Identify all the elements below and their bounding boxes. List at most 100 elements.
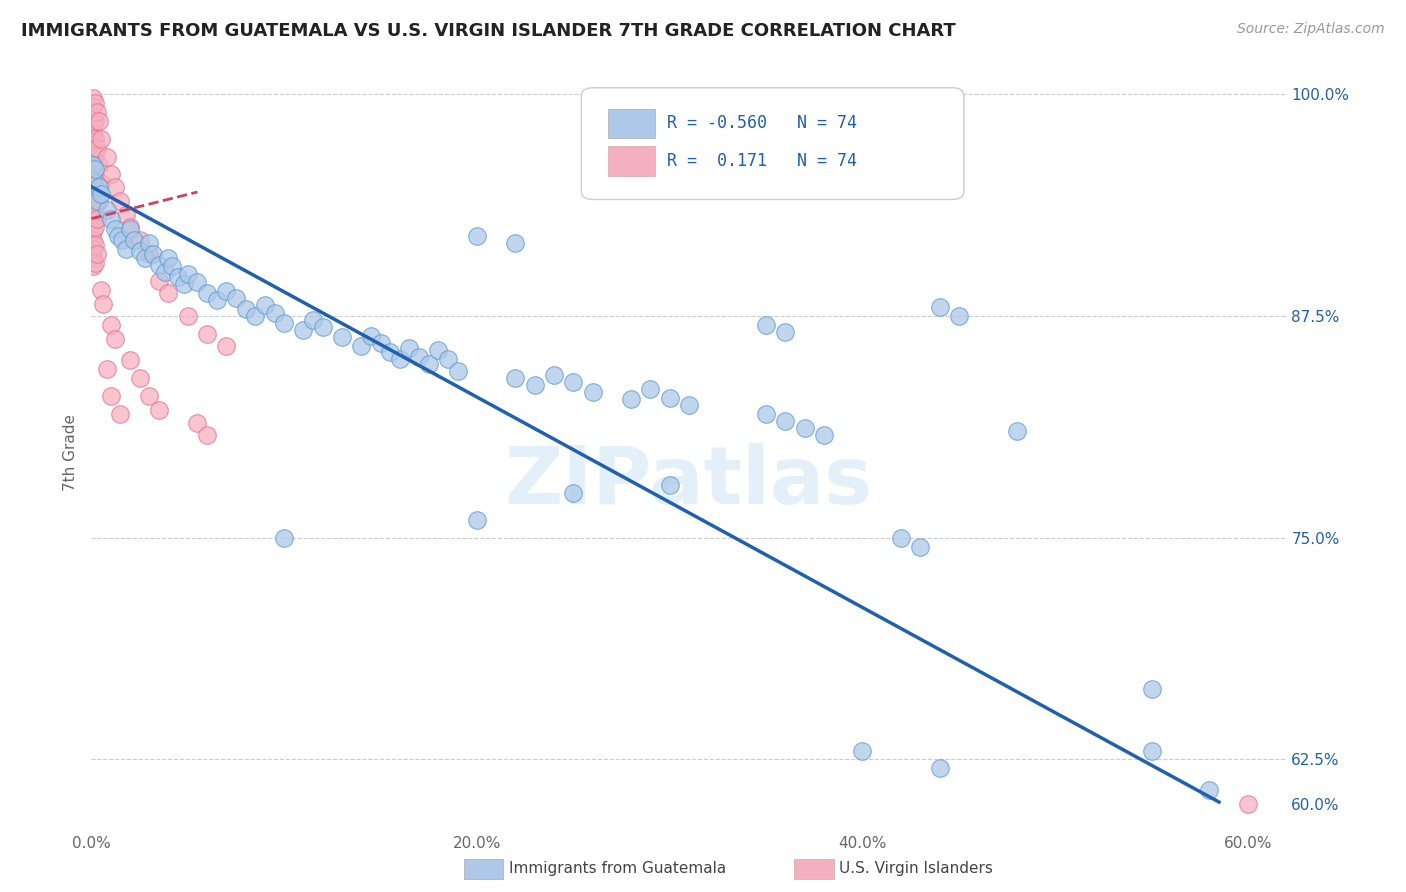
Point xyxy=(115,242,138,256)
Text: ZIPatlas: ZIPatlas xyxy=(505,443,873,522)
Point xyxy=(103,222,125,236)
Point xyxy=(253,298,276,312)
Point xyxy=(755,407,778,421)
Point xyxy=(103,179,125,194)
Point xyxy=(775,414,797,428)
Point xyxy=(86,141,108,155)
Point xyxy=(110,194,132,208)
Point xyxy=(562,375,585,389)
Point xyxy=(215,285,238,299)
Point xyxy=(148,403,170,417)
Point xyxy=(186,276,208,290)
Point xyxy=(118,220,141,235)
Point xyxy=(84,96,107,111)
Bar xyxy=(607,109,655,138)
Point xyxy=(167,270,190,285)
Point xyxy=(100,167,122,181)
Point xyxy=(82,109,104,123)
Point xyxy=(90,283,112,297)
Point xyxy=(82,118,104,132)
Point xyxy=(378,344,402,359)
Point xyxy=(86,247,108,261)
Point xyxy=(87,114,110,128)
Point xyxy=(100,389,122,403)
Point xyxy=(90,186,112,201)
Point xyxy=(350,339,373,353)
Point xyxy=(142,247,165,261)
Point xyxy=(82,197,104,211)
Point xyxy=(793,421,815,435)
Point xyxy=(312,319,335,334)
Point xyxy=(103,332,125,346)
Point xyxy=(851,744,873,758)
Point xyxy=(948,309,970,323)
Point xyxy=(82,158,104,172)
Point xyxy=(111,233,134,247)
Point xyxy=(928,300,950,314)
Point xyxy=(678,398,700,412)
Point xyxy=(86,211,108,226)
Point xyxy=(465,229,488,244)
Point xyxy=(82,251,104,265)
Point xyxy=(82,179,104,194)
Point xyxy=(157,286,180,301)
Point xyxy=(408,350,430,364)
Point xyxy=(446,364,468,378)
Point xyxy=(755,318,778,332)
Point xyxy=(138,247,160,261)
Point xyxy=(398,341,420,355)
Point xyxy=(186,416,208,430)
Point xyxy=(225,292,247,306)
Y-axis label: 7th Grade: 7th Grade xyxy=(62,414,77,491)
Text: R = -0.560   N = 74: R = -0.560 N = 74 xyxy=(668,114,858,133)
Point xyxy=(84,238,107,252)
Point xyxy=(581,385,603,400)
Point xyxy=(928,761,950,775)
Point xyxy=(84,161,107,176)
Point xyxy=(128,244,150,258)
Point xyxy=(273,531,295,545)
Point xyxy=(157,251,180,265)
Point xyxy=(82,170,104,185)
Point xyxy=(90,132,112,146)
Point xyxy=(388,351,411,366)
Point xyxy=(1140,744,1163,758)
Text: Source: ZipAtlas.com: Source: ZipAtlas.com xyxy=(1237,22,1385,37)
Point xyxy=(84,149,107,163)
Point xyxy=(195,326,218,341)
Point xyxy=(107,229,129,244)
Point xyxy=(82,260,104,274)
Point xyxy=(86,194,108,208)
Point xyxy=(427,343,450,357)
Point xyxy=(1140,681,1163,696)
Text: IMMIGRANTS FROM GUATEMALA VS U.S. VIRGIN ISLANDER 7TH GRADE CORRELATION CHART: IMMIGRANTS FROM GUATEMALA VS U.S. VIRGIN… xyxy=(21,22,956,40)
Point xyxy=(87,179,110,194)
Point xyxy=(82,100,104,114)
Point xyxy=(82,242,104,256)
Point xyxy=(360,328,382,343)
Point xyxy=(173,277,195,292)
Point xyxy=(775,325,797,339)
Point xyxy=(82,206,104,220)
Point xyxy=(1005,425,1028,439)
Point xyxy=(100,318,122,332)
Point xyxy=(177,267,200,281)
Point xyxy=(330,330,353,344)
Point xyxy=(148,258,170,272)
Point xyxy=(437,351,460,366)
Point xyxy=(562,486,585,500)
Point xyxy=(235,301,257,316)
Text: R =  0.171   N = 74: R = 0.171 N = 74 xyxy=(668,152,858,169)
Point xyxy=(177,309,200,323)
Point xyxy=(82,127,104,141)
Point xyxy=(90,176,112,190)
Point xyxy=(96,202,118,217)
Point xyxy=(215,339,238,353)
Point xyxy=(128,233,150,247)
Point xyxy=(128,371,150,385)
Text: U.S. Virgin Islanders: U.S. Virgin Islanders xyxy=(839,862,993,876)
Point xyxy=(658,477,681,491)
Text: Immigrants from Guatemala: Immigrants from Guatemala xyxy=(509,862,727,876)
Point xyxy=(910,540,932,554)
Point xyxy=(82,153,104,167)
